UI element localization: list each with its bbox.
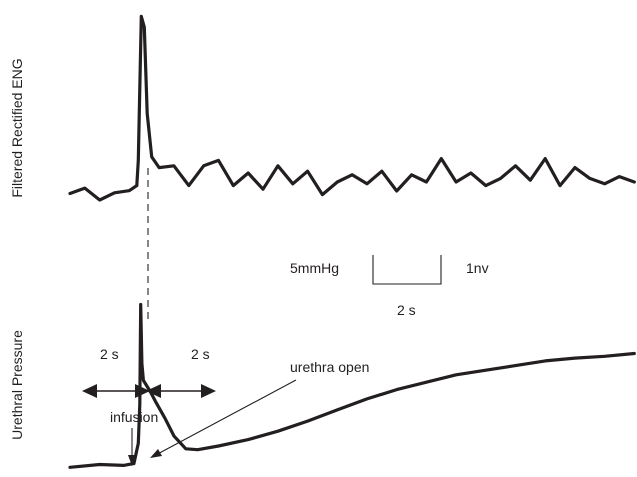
urethra-open-label: urethra open — [290, 359, 369, 375]
pressure-ylabel: Urethral Pressure — [9, 330, 25, 440]
pressure-trace — [68, 302, 636, 469]
scale-pressure-label: 5mmHg — [290, 260, 339, 276]
right-interval-arrow — [146, 384, 216, 398]
urethra-open-arrow — [150, 379, 297, 458]
eng-ylabel: Filtered Rectified ENG — [9, 58, 25, 197]
right-interval-label: 2 s — [191, 346, 210, 362]
left-interval-label: 2 s — [100, 346, 119, 362]
left-interval-arrow — [82, 384, 150, 398]
eng-trace — [68, 14, 636, 202]
scale-time-label: 2 s — [397, 302, 416, 318]
scale-bar — [372, 255, 442, 285]
infusion-label: infusion — [110, 409, 158, 425]
scale-eng-label: 1nv — [466, 260, 489, 276]
infusion-arrow — [128, 428, 136, 466]
